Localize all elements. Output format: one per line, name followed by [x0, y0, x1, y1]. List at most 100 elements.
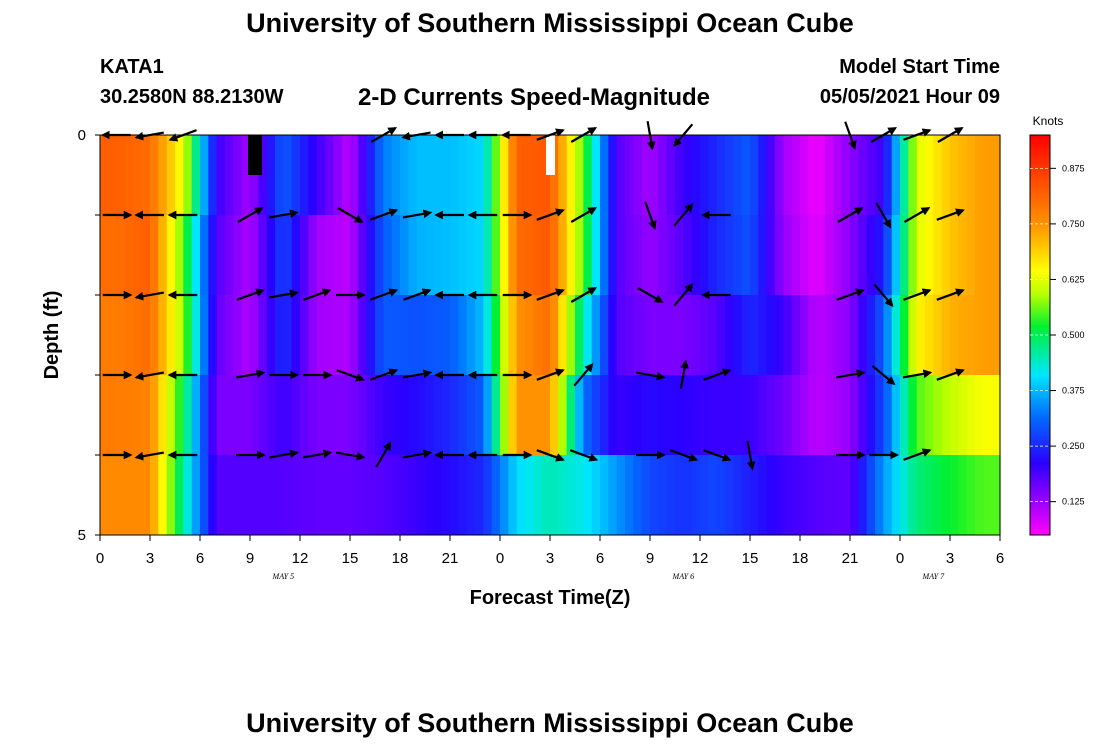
heatmap-cell: [100, 135, 109, 216]
heatmap-cell: [641, 375, 651, 456]
heatmap-cell: [833, 295, 843, 376]
heatmap-cell: [791, 135, 801, 216]
heatmap-cell: [791, 215, 801, 296]
heatmap-cell: [633, 215, 643, 296]
heatmap-cell: [433, 455, 443, 536]
heatmap-cell: [116, 455, 126, 536]
current-arrow: [403, 288, 432, 301]
heatmap-cell: [400, 375, 409, 456]
heatmap-cell: [141, 215, 151, 296]
heatmap-cell: [258, 295, 268, 376]
current-arrow: [936, 208, 965, 221]
heatmap-cell: [558, 135, 568, 216]
heatmap-cell: [750, 295, 759, 376]
heatmap-cell: [608, 135, 618, 216]
date-label: MAY 7: [922, 572, 946, 581]
heatmap-cell: [275, 375, 284, 456]
current-arrow: [369, 288, 399, 301]
heatmap-cell: [550, 215, 559, 296]
heatmap-cell: [583, 295, 593, 376]
heatmap-cell: [916, 375, 926, 456]
x-tick-label: 3: [546, 550, 554, 567]
heatmap-cell: [525, 455, 534, 536]
heatmap-cell: [800, 455, 809, 536]
data-gap-dark: [248, 135, 262, 175]
y-tick-label: 0: [78, 127, 86, 144]
heatmap-cell: [225, 215, 234, 296]
heatmap-cell: [908, 455, 918, 536]
heatmap-cell: [100, 375, 109, 456]
x-tick-label: 0: [96, 550, 104, 567]
heatmap-cell: [241, 215, 251, 296]
heatmap-cell: [441, 215, 451, 296]
heatmap-cell: [725, 295, 734, 376]
heatmap-cell: [141, 455, 151, 536]
heatmap-cell: [925, 215, 934, 296]
heatmap-cell: [816, 135, 826, 216]
heatmap-cell: [733, 295, 743, 376]
current-arrow: [903, 448, 932, 461]
heatmap-cell: [366, 295, 376, 376]
heatmap-cell: [408, 215, 418, 296]
heatmap-cell: [741, 375, 751, 456]
heatmap-cell: [658, 215, 668, 296]
heatmap-cell: [391, 455, 401, 536]
heatmap-cell: [950, 135, 959, 216]
heatmap-cell: [175, 215, 184, 296]
heatmap-cell: [675, 375, 684, 456]
heatmap-cell: [291, 295, 301, 376]
heatmap-cell: [433, 215, 443, 296]
heatmap-cell: [800, 215, 809, 296]
x-tick-label: 15: [342, 550, 359, 567]
heatmap-cell: [433, 135, 443, 216]
heatmap-cell: [933, 135, 943, 216]
heatmap-cell: [841, 215, 851, 296]
heatmap-cell: [600, 135, 609, 216]
x-tick-label: 15: [742, 550, 759, 567]
heatmap-cell: [291, 455, 301, 536]
heatmap-cell: [266, 455, 276, 536]
heatmap-cell: [958, 455, 968, 536]
heatmap-cell: [975, 215, 984, 296]
heatmap-cell: [258, 215, 268, 296]
heatmap-cell: [791, 455, 801, 536]
heatmap-cell: [916, 215, 926, 296]
heatmap-cell: [541, 455, 551, 536]
data-gap-white: [546, 135, 555, 175]
x-tick-label: 0: [896, 550, 904, 567]
heatmap-cell: [433, 295, 443, 376]
current-arrow: [236, 369, 266, 379]
heatmap-cell: [300, 295, 309, 376]
heatmap-cell: [225, 375, 234, 456]
heatmap-cell: [575, 135, 584, 216]
heatmap-cell: [691, 375, 701, 456]
current-arrow: [536, 208, 565, 221]
heatmap-cell: [275, 135, 284, 216]
heatmap-cell: [500, 135, 509, 216]
heatmap-cell: [408, 295, 418, 376]
heatmap-cell: [633, 135, 643, 216]
colorbar-tick-label: 0.500: [1062, 330, 1085, 340]
heatmap-cell: [341, 375, 351, 456]
heatmap-cell: [166, 455, 176, 536]
heatmap-cell: [908, 215, 918, 296]
heatmap-cell: [366, 375, 376, 456]
heatmap-cell: [258, 375, 268, 456]
heatmap-cell: [208, 215, 218, 296]
heatmap-cell: [150, 215, 159, 296]
heatmap-cell: [808, 455, 818, 536]
current-arrow: [703, 368, 732, 381]
heatmap-cell: [183, 375, 193, 456]
heatmap-cell: [450, 295, 459, 376]
heatmap-cell: [350, 135, 359, 216]
heatmap-cell: [633, 295, 643, 376]
footer-title: University of Southern Mississippi Ocean…: [246, 708, 854, 738]
heatmap-cell: [591, 295, 601, 376]
heatmap-cell: [650, 455, 659, 536]
heatmap-cell: [966, 295, 976, 376]
heatmap-cell: [450, 135, 459, 216]
heatmap-cell: [983, 215, 993, 296]
heatmap-cell: [808, 295, 818, 376]
heatmap-cell: [100, 215, 109, 296]
heatmap-cell: [341, 455, 351, 536]
